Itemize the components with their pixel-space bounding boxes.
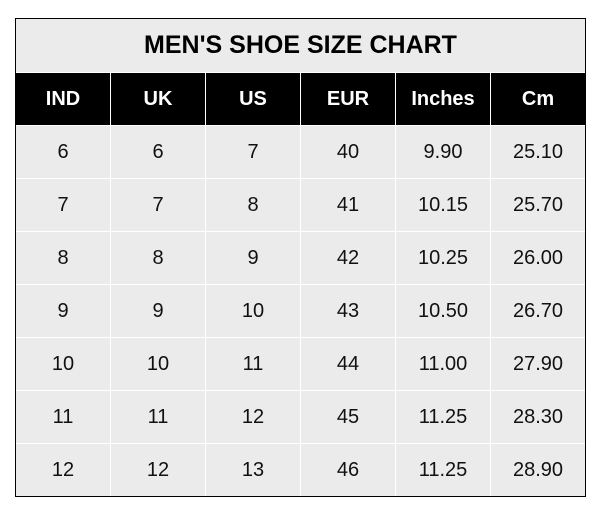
table-cell: 9: [110, 285, 205, 337]
table-cell: 40: [300, 126, 395, 178]
table-cell: 25.70: [490, 179, 585, 231]
table-row: 11 11 12 45 11.25 28.30: [16, 390, 585, 443]
table-row: 12 12 13 46 11.25 28.90: [16, 443, 585, 496]
table-cell: 46: [300, 444, 395, 496]
table-cell: 11: [110, 391, 205, 443]
table-cell: 11: [52, 405, 74, 428]
table-cell: 26.00: [490, 232, 585, 284]
table-cell: 8: [57, 246, 69, 269]
table-cell: 10: [51, 352, 75, 375]
table-row: 10 10 11 44 11.00 27.90: [16, 337, 585, 390]
column-header-inches: Inches: [395, 73, 490, 125]
table-cell: 42: [300, 232, 395, 284]
table-cell: 9: [57, 299, 69, 322]
table-cell: 12: [110, 444, 205, 496]
table-cell: 25.10: [490, 126, 585, 178]
table-cell: 28.30: [490, 391, 585, 443]
table-cell: 6: [110, 126, 205, 178]
chart-title: MEN'S SHOE SIZE CHART: [16, 19, 585, 73]
column-header-uk: UK: [110, 73, 205, 125]
table-cell: 41: [300, 179, 395, 231]
table-cell: 27.90: [490, 338, 585, 390]
size-chart-table: MEN'S SHOE SIZE CHART IND UK US EUR Inches Cm…: [15, 18, 586, 497]
table-cell: 10.15: [395, 179, 490, 231]
table-cell: 8: [110, 232, 205, 284]
table-cell: 12: [205, 391, 300, 443]
column-header-cm: Cm: [490, 73, 585, 125]
table-cell: 9: [205, 232, 300, 284]
table-cell: 13: [205, 444, 300, 496]
table-cell: 10.50: [395, 285, 490, 337]
table-cell: 6: [57, 140, 69, 163]
table-cell: 43: [300, 285, 395, 337]
table-cell: 12: [51, 458, 75, 481]
table-row: 8 8 9 42 10.25 26.00: [16, 231, 585, 284]
table-row: 9 9 10 43 10.50 26.70: [16, 284, 585, 337]
table-cell: 8: [205, 179, 300, 231]
table-cell: 10: [205, 285, 300, 337]
table-cell: 45: [300, 391, 395, 443]
table-cell: 28.90: [490, 444, 585, 496]
header-row: IND UK US EUR Inches Cm: [16, 73, 585, 125]
table-cell: 11.25: [395, 391, 490, 443]
column-header-us: US: [205, 73, 300, 125]
table-cell: 7: [57, 193, 69, 216]
table-cell: 44: [300, 338, 395, 390]
table-cell: 11.25: [395, 444, 490, 496]
table-cell: 7: [110, 179, 205, 231]
table-cell: 11: [205, 338, 300, 390]
column-header-eur: EUR: [300, 73, 395, 125]
column-header-ind: IND: [45, 87, 81, 110]
table-cell: 9.90: [395, 126, 490, 178]
table-row: 6 6 7 40 9.90 25.10: [16, 125, 585, 178]
table-row: 7 7 8 41 10.15 25.70: [16, 178, 585, 231]
table-cell: 10: [110, 338, 205, 390]
table-cell: 26.70: [490, 285, 585, 337]
table-body: 6 6 7 40 9.90 25.10 7 7 8 41 10.15 25.70 8 8 9 42 10.25 2…: [16, 125, 585, 496]
table-cell: 11.00: [395, 338, 490, 390]
table-cell: 7: [205, 126, 300, 178]
table-cell: 10.25: [395, 232, 490, 284]
